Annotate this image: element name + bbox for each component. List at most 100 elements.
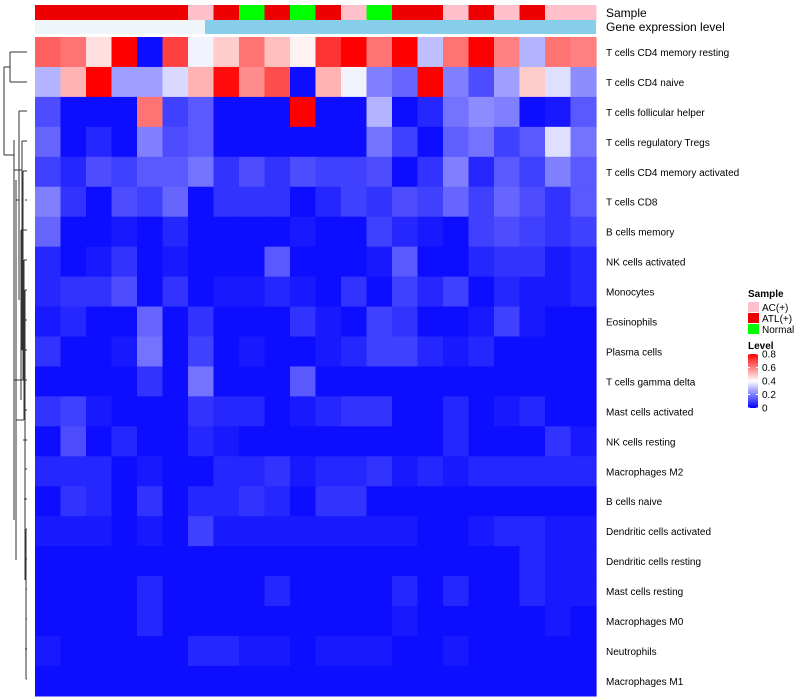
heatmap-cell xyxy=(60,276,87,308)
sample-bar-cell xyxy=(468,5,495,20)
heatmap-cell xyxy=(519,186,546,218)
heatmap-cell xyxy=(239,546,266,577)
heatmap-cell xyxy=(366,426,393,457)
heatmap-cell xyxy=(290,126,317,158)
heatmap-cell xyxy=(315,306,342,338)
heatmap-cell xyxy=(239,246,266,278)
heatmap-cell xyxy=(443,156,470,188)
heatmap-cell xyxy=(86,276,113,308)
heatmap-cell xyxy=(35,246,62,278)
heatmap-cell xyxy=(86,456,113,487)
heatmap-cell xyxy=(341,486,368,517)
heatmap-cell xyxy=(162,366,189,397)
heatmap-cell xyxy=(392,516,419,547)
heatmap-cell xyxy=(35,426,62,457)
heatmap-cell xyxy=(60,636,87,667)
heatmap-cell xyxy=(137,665,164,697)
heatmap-cell xyxy=(417,665,444,697)
heatmap-cell xyxy=(162,246,189,278)
heatmap-cell xyxy=(519,486,546,517)
heatmap-cell xyxy=(239,336,266,368)
heatmap-cell xyxy=(443,456,470,487)
dendrogram-tree xyxy=(3,51,27,680)
heatmap-cell xyxy=(239,96,266,128)
heatmap-cell xyxy=(162,396,189,427)
heatmap-cell xyxy=(570,546,597,577)
heatmap-cell xyxy=(570,366,597,397)
sample-bar-cell xyxy=(443,5,469,20)
row-label: NK cells activated xyxy=(606,258,685,269)
heatmap-cell xyxy=(86,366,113,397)
heatmap-cell xyxy=(315,426,342,457)
heatmap-cell xyxy=(494,66,521,98)
row-label: Mast cells activated xyxy=(606,407,693,418)
heatmap-cell xyxy=(188,216,215,248)
heatmap-cell xyxy=(86,186,113,218)
heatmap-cell xyxy=(137,576,164,607)
heatmap-cell xyxy=(545,156,572,188)
legend-tick-label: 0 xyxy=(762,404,768,415)
heatmap-cell xyxy=(188,606,215,637)
heatmap-cell xyxy=(111,426,138,457)
heatmap-cell xyxy=(443,96,470,128)
track-label-expression: Gene expression level xyxy=(606,20,725,34)
heatmap-cell xyxy=(162,516,189,547)
heatmap-cell xyxy=(213,396,240,427)
heatmap-cell xyxy=(188,156,215,188)
row-label: T cells CD4 memory resting xyxy=(606,48,729,59)
heatmap-cell xyxy=(417,396,444,427)
heatmap-cell xyxy=(188,486,215,517)
heatmap-cell xyxy=(213,606,240,637)
heatmap-cell xyxy=(545,636,572,667)
heatmap-cell xyxy=(290,636,317,667)
heatmap-cell xyxy=(468,66,495,98)
heatmap-cell xyxy=(188,636,215,667)
sample-bar-cell xyxy=(86,5,112,20)
heatmap-cell xyxy=(111,126,138,158)
heatmap-cell xyxy=(417,546,444,577)
heatmap-cell xyxy=(264,186,291,218)
heatmap-cell xyxy=(290,336,317,368)
heatmap-cell xyxy=(417,336,444,368)
heatmap-cell xyxy=(519,126,546,158)
heatmap-cell xyxy=(417,156,444,188)
heatmap-cell xyxy=(290,96,317,128)
heatmap-cell xyxy=(443,186,470,218)
heatmap-cell xyxy=(86,396,113,427)
heatmap-cell xyxy=(545,96,572,128)
heatmap-cell xyxy=(570,156,597,188)
row-label: Eosinophils xyxy=(606,318,657,329)
expression-bar-light-segment xyxy=(35,20,205,34)
heatmap-cell xyxy=(392,306,419,338)
row-label: T cells CD8 xyxy=(606,198,658,209)
sample-bar-cell xyxy=(570,5,597,20)
heatmap-cell xyxy=(417,186,444,218)
row-label: T cells regulatory Tregs xyxy=(606,138,710,149)
legend-label-normal: Normal xyxy=(762,325,794,336)
heatmap-cell xyxy=(545,546,572,577)
expression-annotation-bar xyxy=(35,20,596,34)
heatmap-cell xyxy=(315,126,342,158)
heatmap-cell xyxy=(570,37,597,68)
heatmap-cell xyxy=(290,366,317,397)
heatmap-cell xyxy=(35,37,62,68)
row-label: NK cells resting xyxy=(606,437,675,448)
heatmap-cell xyxy=(60,126,87,158)
sample-bar-cell xyxy=(417,5,444,20)
heatmap-cell xyxy=(341,426,368,457)
heatmap-cell xyxy=(86,516,113,547)
heatmap-cell xyxy=(494,306,521,338)
heatmap-cell xyxy=(366,156,393,188)
heatmap-cell xyxy=(213,516,240,547)
heatmap-cell xyxy=(162,546,189,577)
heatmap-cell xyxy=(213,636,240,667)
heatmap-cell xyxy=(239,396,266,427)
heatmap-cell xyxy=(315,486,342,517)
heatmap-cell xyxy=(417,276,444,308)
heatmap-cell xyxy=(443,665,470,697)
heatmap-cell xyxy=(443,606,470,637)
heatmap-cell xyxy=(468,276,495,308)
heatmap-cell xyxy=(290,576,317,607)
heatmap-cell xyxy=(213,336,240,368)
heatmap-cell xyxy=(290,246,317,278)
